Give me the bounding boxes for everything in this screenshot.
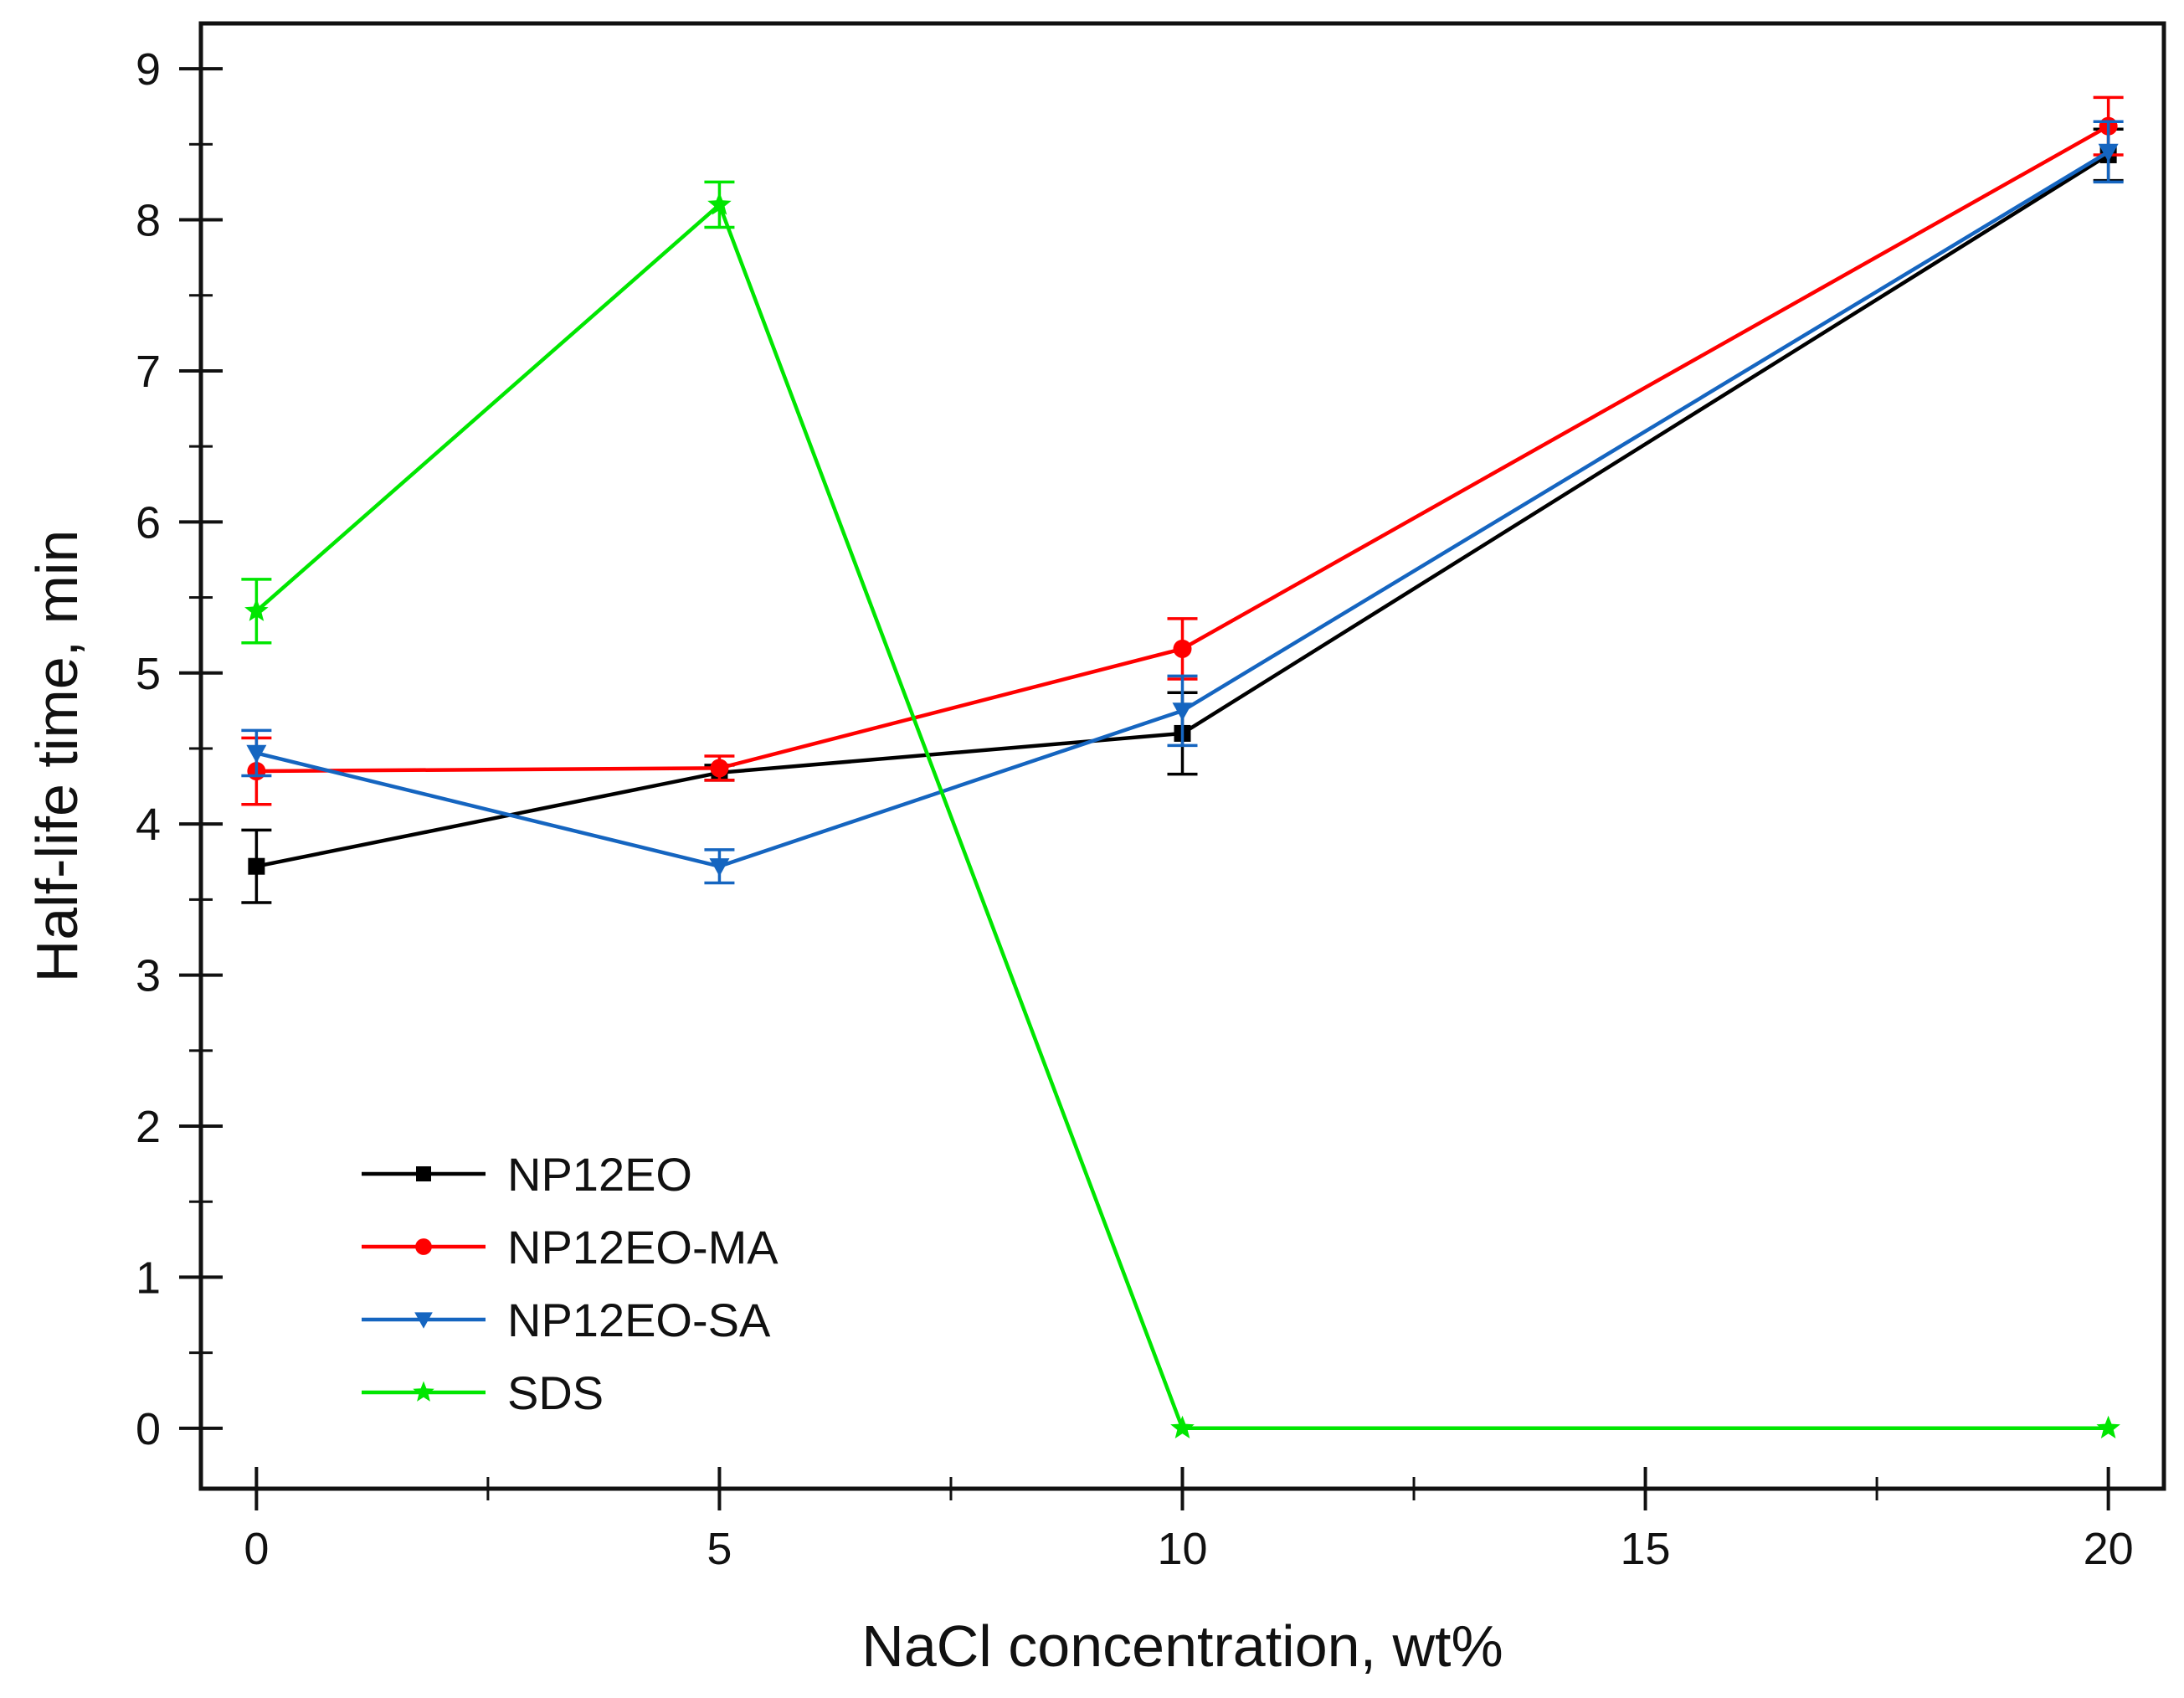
y-tick-label: 3 <box>136 951 161 1001</box>
x-axis-label: NaCl concentration, wt% <box>861 1613 1503 1679</box>
data-point <box>1173 639 1192 658</box>
data-point <box>1170 1415 1195 1438</box>
legend-item: NP12EO-SA <box>362 1294 771 1346</box>
data-point <box>2098 143 2119 162</box>
series-line <box>255 150 2109 869</box>
data-point <box>246 744 267 764</box>
legend-marker <box>413 1381 434 1402</box>
legend-label: NP12EO-MA <box>507 1221 779 1274</box>
y-tick-label: 6 <box>136 497 161 548</box>
legend-marker <box>414 1312 433 1329</box>
y-tick-label: 4 <box>136 800 161 850</box>
y-tick-label: 7 <box>136 347 161 397</box>
series-line <box>255 153 2109 868</box>
y-axis-label: Half-life time, min <box>24 530 90 983</box>
legend-label: SDS <box>507 1366 604 1419</box>
y-axis: 0 1 2 3 4 5 6 7 8 9 <box>136 44 223 1454</box>
data-layer <box>241 95 2124 1438</box>
x-tick-label: 15 <box>1621 1524 1671 1574</box>
legend: NP12EO NP12EO-MA NP12EO-SA SDS <box>362 1148 779 1419</box>
data-point <box>244 598 269 621</box>
series-np12eo-sa <box>241 120 2124 885</box>
legend-label: NP12EO-SA <box>507 1294 771 1346</box>
series-sds <box>241 180 2120 1438</box>
legend-marker <box>415 1238 432 1255</box>
data-point <box>2096 1415 2120 1438</box>
data-point <box>710 759 729 778</box>
y-tick-label: 8 <box>136 196 161 246</box>
data-point <box>1172 702 1193 721</box>
series-line <box>256 124 2109 774</box>
legend-item: SDS <box>362 1366 604 1419</box>
data-point <box>709 858 730 877</box>
x-tick-label: 5 <box>707 1524 732 1574</box>
y-tick-label: 5 <box>136 649 161 699</box>
x-axis: 0 5 10 15 20 <box>244 1467 2134 1574</box>
legend-label: NP12EO <box>507 1148 692 1201</box>
legend-item: NP12EO-MA <box>362 1221 779 1274</box>
x-tick-label: 20 <box>2084 1524 2134 1574</box>
legend-marker <box>416 1166 431 1181</box>
series-line <box>254 201 2109 1431</box>
legend-item: NP12EO <box>362 1148 692 1201</box>
y-tick-label: 9 <box>136 44 161 95</box>
data-point <box>707 192 732 215</box>
x-tick-label: 0 <box>244 1524 269 1574</box>
y-tick-label: 1 <box>136 1253 161 1303</box>
y-tick-label: 0 <box>136 1404 161 1454</box>
data-point <box>248 857 265 875</box>
y-tick-label: 2 <box>136 1102 161 1152</box>
x-tick-label: 10 <box>1157 1524 1207 1574</box>
